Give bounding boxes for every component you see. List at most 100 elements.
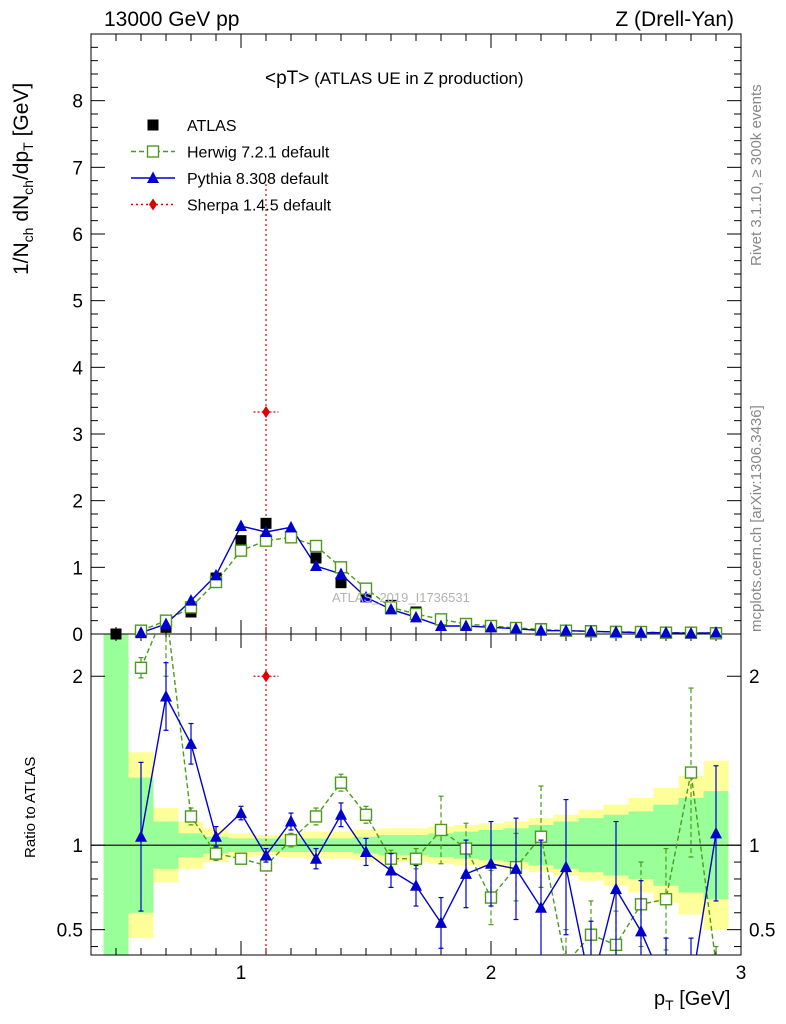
pythia-point xyxy=(660,626,672,638)
pythia-ratio-point xyxy=(610,882,622,895)
herwig-point xyxy=(234,544,248,557)
ratio-y-axis-label: Ratio to ATLAS xyxy=(22,756,39,858)
pythia-ratio-point xyxy=(185,737,197,749)
plot-title: <pT> (ATLAS UE in Z production) xyxy=(265,68,524,89)
pythia-ratio-point xyxy=(410,879,422,891)
legend-label-herwig: Herwig 7.2.1 default xyxy=(187,145,330,162)
atlas-data-point xyxy=(335,577,347,589)
pythia-point xyxy=(410,610,422,623)
herwig-ratio-point xyxy=(284,833,298,847)
pythia-point xyxy=(560,624,572,636)
x-tick-label: 1 xyxy=(236,963,247,984)
pythia-ratio-point xyxy=(435,916,447,928)
herwig-ratio-point xyxy=(209,847,223,860)
pythia-point xyxy=(385,602,397,615)
pythia-ratio-point xyxy=(385,864,397,876)
analysis-watermark: ATLAS_2019_I1736531 xyxy=(332,590,470,605)
atlas-data-point xyxy=(235,535,247,547)
pythia-point xyxy=(710,626,722,638)
pythia-ratio-point xyxy=(235,806,247,819)
pythia-point xyxy=(135,626,147,638)
y-tick-label: 1 xyxy=(72,558,83,579)
pythia-ratio-point xyxy=(360,845,372,857)
y-tick-label: 0 xyxy=(72,625,83,646)
pythia-ratio-point xyxy=(710,826,722,839)
atlas-data-point xyxy=(260,517,272,529)
pythia-ratio-point xyxy=(160,690,172,702)
pythia-point xyxy=(310,559,322,571)
pythia-point xyxy=(485,620,497,633)
herwig-ratio-point xyxy=(659,893,673,906)
pythia-ratio-point xyxy=(560,860,572,873)
pythia-ratio-point xyxy=(510,862,522,874)
legend-marker-sherpa xyxy=(149,198,157,211)
pythia-point xyxy=(260,525,272,537)
ratio-y-tick-label-right: 0.5 xyxy=(749,921,775,942)
rivet-version-label: Rivet 3.1.10, ≥ 300k events xyxy=(748,84,765,266)
x-tick-label: 3 xyxy=(736,963,747,984)
herwig-point xyxy=(309,539,323,553)
atlas-data-point xyxy=(110,628,122,640)
legend-label-sherpa: Sherpa 1.4.5 default xyxy=(187,198,332,215)
herwig-ratio-point xyxy=(134,661,148,674)
pythia-ratio-point xyxy=(310,852,322,864)
atlas-data-point xyxy=(310,552,322,564)
pythia-point xyxy=(585,624,597,637)
sherpa-point xyxy=(262,406,270,418)
legend-label-pythia: Pythia 8.308 default xyxy=(187,171,329,188)
pythia-point xyxy=(360,590,372,603)
pythia-ratio-point xyxy=(260,848,272,861)
legend-marker-atlas xyxy=(147,119,159,131)
pythia-point xyxy=(185,594,197,606)
y-tick-label: 2 xyxy=(72,492,83,513)
collision-label: 13000 GeV pp xyxy=(104,8,240,31)
pythia-ratio-point xyxy=(285,815,297,827)
herwig-ratio-point xyxy=(309,810,323,823)
pythia-point xyxy=(685,626,697,639)
herwig-point xyxy=(284,531,298,544)
pythia-point xyxy=(435,619,447,631)
ratio-series xyxy=(134,634,722,955)
y-tick-label: 4 xyxy=(72,358,83,379)
herwig-ratio-point xyxy=(334,776,348,789)
y-tick-label: 6 xyxy=(72,225,83,246)
herwig-ratio-point xyxy=(409,852,423,865)
pythia-point xyxy=(510,622,522,634)
y-tick-label: 7 xyxy=(72,158,83,179)
pythia-ratio-point xyxy=(535,901,547,913)
legend-marker-herwig xyxy=(146,145,160,158)
pythia-point xyxy=(335,567,347,579)
y-tick-label: 8 xyxy=(72,92,83,113)
x-axis-label: pT [GeV] xyxy=(654,988,731,1013)
process-label: Z (Drell-Yan) xyxy=(615,8,734,31)
herwig-ratio-point xyxy=(684,766,698,779)
ratio-y-tick-label: 0.5 xyxy=(57,921,83,942)
legend: ATLAS Herwig 7.2.1 default Pythia 8.308 de… xyxy=(131,118,332,215)
pythia-ratio-point xyxy=(210,830,222,842)
pythia-ratio-point xyxy=(335,808,347,820)
pythia-point xyxy=(160,617,172,629)
pythia-point xyxy=(535,624,547,636)
pythia-point xyxy=(460,619,472,631)
legend-label-atlas: ATLAS xyxy=(187,118,237,135)
pythia-ratio-point xyxy=(135,830,147,842)
pythia-ratio-point xyxy=(635,924,647,937)
ratio-y-tick-label: 2 xyxy=(72,667,83,688)
y-tick-label: 5 xyxy=(72,292,83,313)
pythia-ratio-point xyxy=(460,867,472,879)
data-series xyxy=(110,184,723,955)
stat-band-green xyxy=(103,634,129,955)
pythia-point xyxy=(235,519,247,531)
x-tick-label: 2 xyxy=(486,963,497,984)
pythia-point xyxy=(610,625,622,637)
pythia-point xyxy=(635,626,647,638)
herwig-ratio-point xyxy=(359,808,373,821)
ratio-y-tick-label-right: 2 xyxy=(749,667,760,688)
ratio-y-tick-label: 1 xyxy=(72,836,83,857)
y-tick-label: 3 xyxy=(72,425,83,446)
legend-marker-pythia xyxy=(147,171,159,183)
axes: 1 2 3 0 1 2 3 4 5 6 7 8 0.5 1 2 0.5 1 2 xyxy=(57,33,775,984)
herwig-ratio-point xyxy=(184,810,198,823)
ratio-y-tick-label-right: 1 xyxy=(749,836,760,857)
